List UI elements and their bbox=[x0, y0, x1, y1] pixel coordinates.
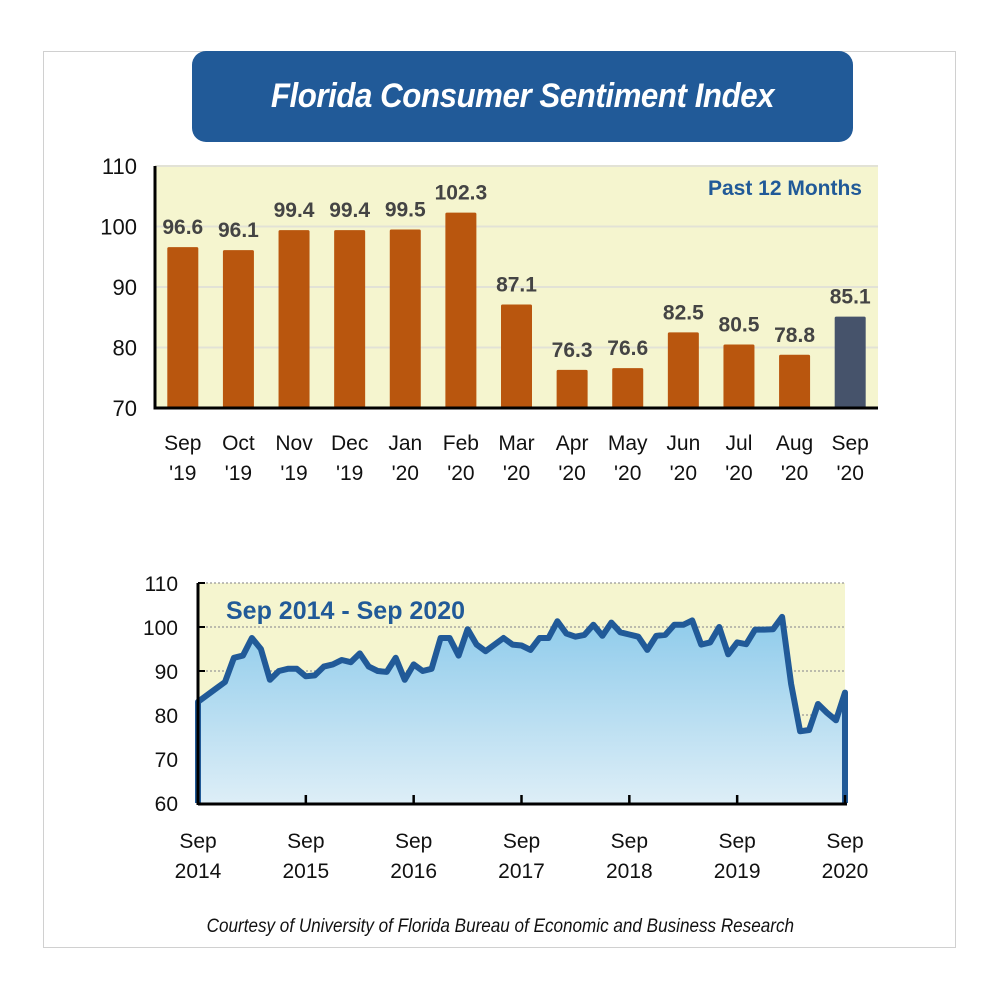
bar bbox=[167, 247, 199, 408]
line-chart: 60 70 80 90 100 110 Sep 2014 Sep 2015 Sep 2016 Sep 2… bbox=[143, 573, 869, 883]
bar-xtick-year: '20 bbox=[503, 462, 530, 485]
bar-chart-annotation: Past 12 Months bbox=[708, 177, 862, 200]
bar-xtick-month: Dec bbox=[331, 432, 368, 455]
line-xtick-month: Sep bbox=[287, 830, 324, 853]
bar-xtick-month: Aug bbox=[776, 432, 813, 455]
line-area-fill bbox=[198, 616, 845, 803]
bar bbox=[278, 230, 310, 408]
line-ytick-label: 90 bbox=[155, 661, 178, 684]
bar-xtick-month: Jul bbox=[726, 432, 753, 455]
bar-value-label: 96.1 bbox=[218, 219, 259, 242]
line-xtick-year: 2017 bbox=[498, 860, 545, 883]
bar bbox=[779, 354, 811, 408]
bar-xtick-year: '20 bbox=[837, 462, 864, 485]
bar bbox=[389, 229, 421, 408]
bar-chart: 70 80 90 100 110 96.6 Sep '19 96.1 Oct '19 99.4 Nov… bbox=[100, 154, 878, 485]
line-xtick-year: 2020 bbox=[822, 860, 869, 883]
line-xtick-year: 2019 bbox=[714, 860, 761, 883]
bar-value-label: 76.6 bbox=[607, 337, 648, 360]
bar-value-label: 96.6 bbox=[162, 216, 203, 239]
bar-xtick-month: Oct bbox=[222, 432, 255, 455]
bar bbox=[556, 369, 588, 408]
bar-value-label: 102.3 bbox=[435, 182, 488, 205]
bar bbox=[445, 212, 477, 408]
line-xtick-month: Sep bbox=[179, 830, 216, 853]
bar-value-label: 76.3 bbox=[552, 339, 593, 362]
line-xtick-month: Sep bbox=[826, 830, 863, 853]
bar-xtick-month: Sep bbox=[832, 432, 869, 455]
bar-value-label: 99.4 bbox=[329, 199, 370, 222]
bar-xtick-month: Mar bbox=[498, 432, 534, 455]
bar-xtick-year: '19 bbox=[169, 462, 196, 485]
bar-value-label: 82.5 bbox=[663, 301, 704, 324]
bar-xtick-year: '20 bbox=[725, 462, 752, 485]
bar-xtick-year: '19 bbox=[225, 462, 252, 485]
line-xtick-month: Sep bbox=[611, 830, 648, 853]
bar-value-label: 85.1 bbox=[830, 286, 871, 309]
title-banner: Florida Consumer Sentiment Index bbox=[192, 51, 853, 142]
bar-xtick-year: '19 bbox=[336, 462, 363, 485]
line-xtick-year: 2016 bbox=[390, 860, 437, 883]
bar-value-label: 87.1 bbox=[496, 274, 537, 297]
bar-xtick-year: '20 bbox=[558, 462, 585, 485]
bar-xtick-year: '20 bbox=[392, 462, 419, 485]
line-ytick-label: 110 bbox=[145, 573, 178, 596]
line-xtick-year: 2014 bbox=[175, 860, 222, 883]
bar-current bbox=[834, 316, 866, 408]
bar-xtick-year: '20 bbox=[670, 462, 697, 485]
bar-value-label: 99.5 bbox=[385, 199, 426, 222]
bar bbox=[667, 332, 699, 408]
bar bbox=[723, 344, 755, 408]
line-xtick-month: Sep bbox=[718, 830, 755, 853]
bar-ytick-label: 90 bbox=[113, 275, 137, 300]
line-xtick-year: 2018 bbox=[606, 860, 653, 883]
source-caption: Courtesy of University of Florida Bureau… bbox=[0, 916, 1000, 938]
bar-xtick-month: May bbox=[608, 432, 648, 455]
bar-ytick-label: 100 bbox=[100, 215, 137, 240]
bar-value-label: 80.5 bbox=[719, 313, 760, 336]
bar bbox=[612, 368, 644, 408]
bar-xtick-year: '19 bbox=[280, 462, 307, 485]
bar-xtick-month: Feb bbox=[443, 432, 479, 455]
line-chart-annotation: Sep 2014 - Sep 2020 bbox=[226, 597, 465, 625]
bar-xtick-year: '20 bbox=[447, 462, 474, 485]
bar bbox=[334, 230, 366, 408]
bar-ytick-label: 110 bbox=[102, 154, 137, 179]
bar-value-label: 99.4 bbox=[274, 199, 315, 222]
line-ytick-label: 60 bbox=[155, 793, 178, 816]
bar bbox=[501, 304, 532, 408]
bar-ytick-label: 80 bbox=[113, 336, 137, 361]
line-xtick-year: 2015 bbox=[282, 860, 329, 883]
bar-xtick-month: Jun bbox=[666, 432, 700, 455]
bar-ytick-label: 70 bbox=[113, 396, 137, 421]
bar-xtick-month: Jan bbox=[388, 432, 422, 455]
line-ytick-label: 80 bbox=[155, 705, 178, 728]
bar-xtick-year: '20 bbox=[614, 462, 641, 485]
line-xtick-month: Sep bbox=[503, 830, 540, 853]
line-ytick-label: 70 bbox=[155, 749, 178, 772]
line-ytick-label: 100 bbox=[143, 617, 178, 640]
page-title: Florida Consumer Sentiment Index bbox=[270, 77, 775, 115]
bar-value-label: 78.8 bbox=[774, 324, 815, 347]
bar-xtick-year: '20 bbox=[781, 462, 808, 485]
bar-xtick-month: Sep bbox=[164, 432, 201, 455]
source-caption-text: Courtesy of University of Florida Bureau… bbox=[206, 916, 794, 937]
bar bbox=[222, 250, 254, 408]
bar-xtick-month: Apr bbox=[556, 432, 589, 455]
line-xtick-month: Sep bbox=[395, 830, 432, 853]
bar-xtick-month: Nov bbox=[275, 432, 313, 455]
